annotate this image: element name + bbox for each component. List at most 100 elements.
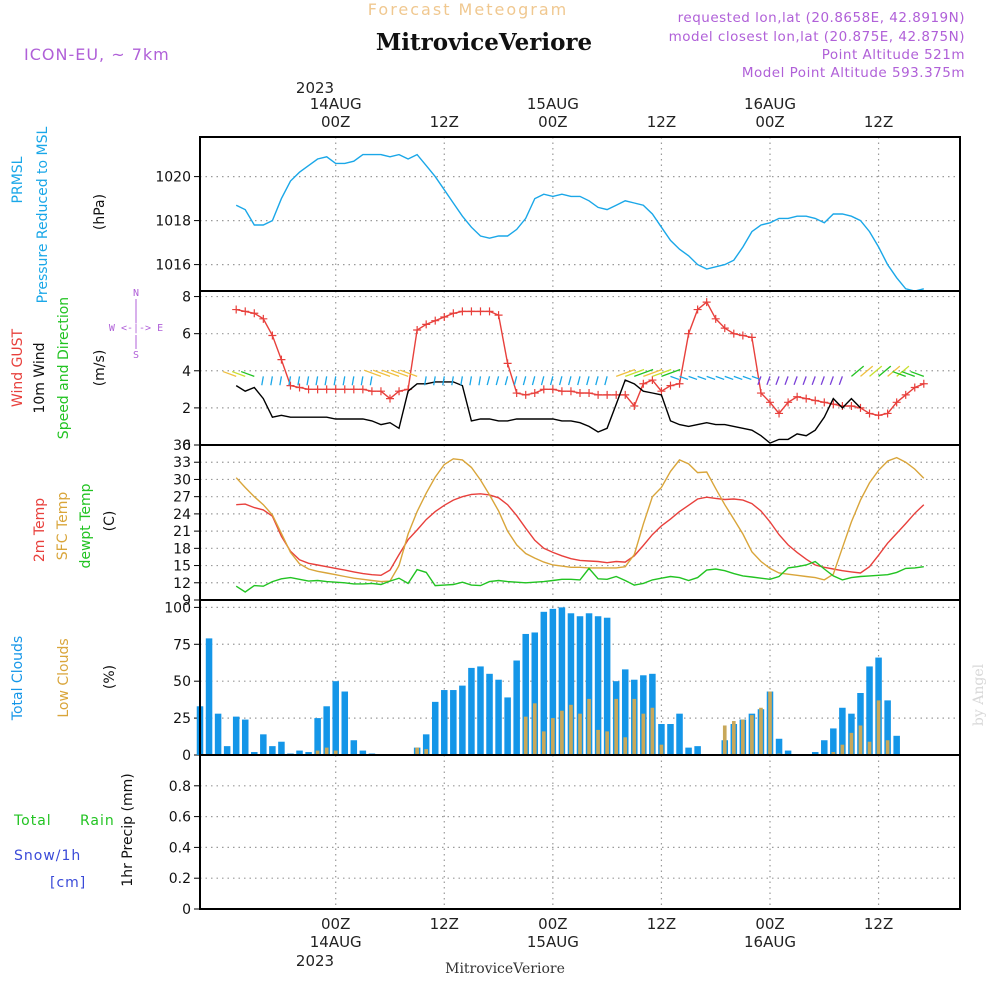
wind-arrow: [724, 375, 734, 381]
clouds-ytick-label-0: 0: [182, 748, 191, 764]
top-date-label-2: 15AUG: [527, 95, 579, 113]
low-cloud-bar: [578, 713, 582, 755]
gust-marker: [766, 398, 774, 407]
gust-marker: [675, 379, 684, 388]
temperature-ytick-label-5: 24: [173, 507, 191, 523]
precipitation-ytick-label-3: 0.6: [169, 810, 191, 826]
low-cloud-bar: [885, 740, 890, 755]
low-clouds-label: Low Clouds: [56, 638, 72, 717]
precipitation-frame: [199, 754, 961, 910]
wind-arrow: [478, 376, 482, 386]
compass-we: W <-|-> E: [109, 323, 163, 334]
temperature-ytick-label-7: 30: [173, 472, 191, 488]
temp-unit: (C): [102, 511, 118, 532]
top-tick-label-0: 00Z: [321, 113, 350, 131]
gust-marker: [756, 389, 765, 398]
total-cloud-bar: [576, 616, 584, 755]
gust-marker: [747, 333, 756, 342]
gust-marker: [268, 331, 277, 340]
wind-arrow: [887, 365, 901, 377]
total-cloud-bar: [821, 740, 828, 755]
temperature-ytick-label-0: 9: [182, 593, 191, 609]
gust-marker: [693, 305, 702, 314]
wind-arrow: [652, 368, 672, 377]
wind-speeddir-label: Speed and Direction: [56, 297, 72, 439]
gust-marker: [702, 298, 711, 307]
gust-marker: [648, 376, 657, 385]
total-cloud-bar: [585, 613, 593, 755]
low-cloud-bar: [750, 715, 754, 755]
precipitation-panel: 0 0.2 0.4 0.6 0.8: [169, 754, 961, 918]
bottom-tick-label-4: 00Z: [755, 915, 784, 933]
gust-marker: [657, 387, 666, 396]
gust-marker: [232, 305, 241, 314]
wind-arrow: [643, 368, 663, 377]
gust-marker: [295, 383, 304, 392]
wind-arrow: [860, 365, 874, 377]
closest-coords: model closest lon,lat (20.875E, 42.875N): [669, 29, 965, 45]
total-cloud-bar: [504, 697, 511, 755]
compass-n: N: [133, 288, 139, 299]
low-cloud-bar: [614, 698, 619, 755]
clouds-panel: 0 25 50 75 100: [164, 599, 961, 764]
wind-direction-arrows: [222, 365, 925, 386]
pressure-ytick-label-1: 1018: [155, 214, 191, 230]
gust-marker: [286, 381, 295, 390]
gust-marker: [322, 385, 331, 394]
snow-unit: [cm]: [50, 875, 86, 891]
top-tick-label-2: 00Z: [538, 113, 567, 131]
wind-arrow: [838, 376, 843, 386]
low-cloud-bar: [849, 732, 854, 755]
wind-arrow: [670, 375, 680, 381]
top-tick-label-5: 12Z: [864, 113, 893, 131]
gust-marker: [277, 355, 286, 364]
wind-arrow: [715, 375, 725, 381]
wind-arrow: [288, 376, 292, 386]
wind-arrow: [333, 376, 337, 386]
gust-marker: [865, 409, 874, 418]
temperature-ytick-label-6: 27: [173, 490, 191, 506]
gust-marker: [919, 379, 928, 388]
top-date-label-4: 16AUG: [744, 95, 796, 113]
gust-marker: [892, 398, 901, 407]
wind-arrow: [433, 376, 436, 386]
prmsl-description: Pressure Reduced to MSL: [35, 126, 51, 303]
total-cloud-bar: [603, 617, 611, 755]
gust-marker: [503, 359, 512, 368]
low-cloud-bar: [587, 698, 591, 755]
wind-arrow: [261, 376, 264, 386]
cloud-unit: (%): [102, 665, 118, 689]
gust-marker: [784, 398, 793, 407]
wind-arrow: [766, 376, 771, 386]
top-year: 2023: [296, 79, 334, 97]
total-cloud-bar: [694, 746, 701, 755]
wind-arrow: [811, 376, 816, 386]
forecast-title: Forecast Meteogram: [368, 0, 568, 19]
total-cloud-bar: [205, 638, 213, 755]
wind-arrow: [697, 375, 707, 381]
wind-arrow: [661, 368, 681, 377]
wind-series-0: [236, 301, 925, 417]
gust-marker: [241, 307, 250, 316]
total-cloud-bar: [513, 660, 520, 755]
low-cloud-bar: [415, 747, 419, 755]
clouds-ytick-label-3: 75: [173, 637, 191, 653]
precipitation-ytick-label-2: 0.4: [169, 840, 191, 856]
top-date-label-0: 14AUG: [310, 95, 362, 113]
total-cloud-bar: [332, 681, 339, 755]
gust-marker: [449, 309, 458, 318]
total-cloud-bar: [531, 632, 539, 755]
bottom-tick-label-2: 00Z: [538, 915, 567, 933]
temperature-ytick-label-3: 18: [173, 541, 191, 557]
total-cloud-bar: [468, 667, 475, 755]
temperature-ytick-label-2: 15: [173, 559, 191, 575]
gust-marker: [612, 390, 621, 399]
wind-ytick-label-1: 2: [182, 401, 191, 417]
wind-arrow: [577, 376, 581, 386]
total-cloud-bar: [431, 701, 439, 755]
total-cloud-bar: [341, 691, 349, 755]
gust-marker: [901, 390, 910, 399]
clouds-ytick-label-2: 50: [173, 674, 191, 690]
wind-arrow: [360, 376, 364, 386]
gust-marker: [521, 390, 530, 399]
